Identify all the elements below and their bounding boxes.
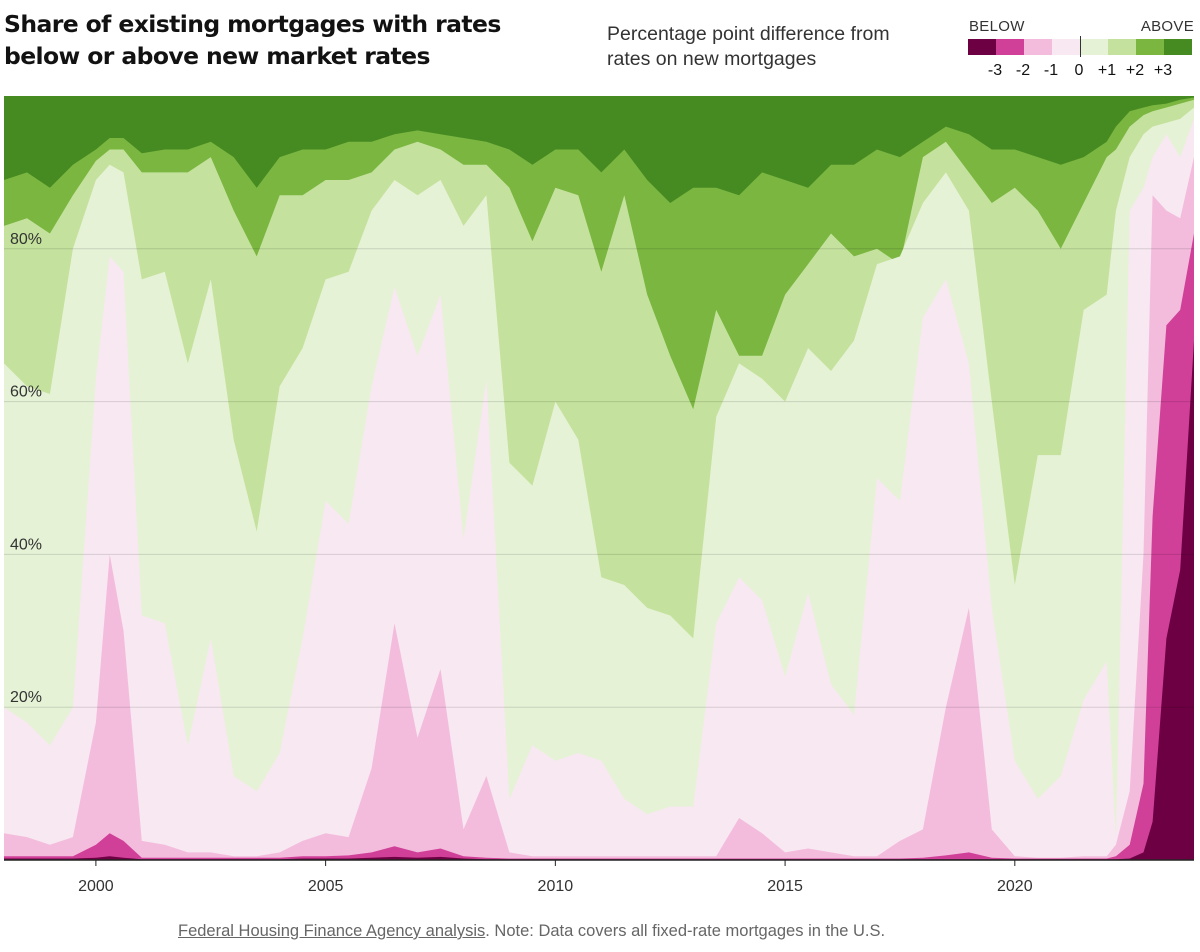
- legend-swatch-p2: [1136, 39, 1164, 55]
- footer-note: Federal Housing Finance Agency analysis.…: [178, 922, 885, 941]
- x-tick-label: 2015: [767, 878, 803, 895]
- legend-tick: -3: [987, 62, 1003, 79]
- footnote-text: . Note: Data covers all fixed-rate mortg…: [485, 922, 886, 940]
- legend-swatch-zero-below: [1052, 39, 1080, 55]
- legend-zero-marker: [1080, 36, 1081, 57]
- legend-swatch-ge-p3: [1164, 39, 1192, 55]
- y-tick-label: 60%: [10, 384, 42, 401]
- legend-subtitle: Percentage point difference from rates o…: [607, 23, 890, 70]
- legend-tick: -2: [1015, 62, 1031, 79]
- source-link[interactable]: Federal Housing Finance Agency analysis: [178, 922, 486, 940]
- legend-tick: 0: [1074, 62, 1084, 79]
- y-tick-label: 20%: [10, 689, 42, 706]
- legend-swatch-zero-above: [1080, 39, 1108, 55]
- legend-swatch-p1: [1108, 39, 1136, 55]
- legend-swatch-m1: [1024, 39, 1052, 55]
- legend-tick: +1: [1097, 62, 1117, 79]
- chart-title: Share of existing mortgages with rates b…: [4, 10, 501, 70]
- legend-swatch-le-m3: [968, 39, 996, 55]
- x-tick-label: 2020: [997, 878, 1033, 895]
- legend-tick: +2: [1125, 62, 1145, 79]
- color-legend: BELOW ABOVE -3 -2 -1 0 +1 +2 +3: [968, 18, 1194, 88]
- legend-tick: -1: [1043, 62, 1059, 79]
- x-tick-label: 2005: [308, 878, 344, 895]
- legend-swatch-m2: [996, 39, 1024, 55]
- area-band-m1: [4, 157, 1194, 861]
- y-tick-label: 40%: [10, 536, 42, 553]
- y-tick-label: 80%: [10, 231, 42, 248]
- legend-tick: +3: [1153, 62, 1173, 79]
- x-tick-label: 2000: [78, 878, 114, 895]
- x-tick-label: 2010: [538, 878, 574, 895]
- legend-above-label: ABOVE: [1140, 18, 1194, 35]
- legend-below-label: BELOW: [969, 18, 1025, 35]
- area-band-zero-below: [4, 118, 1194, 860]
